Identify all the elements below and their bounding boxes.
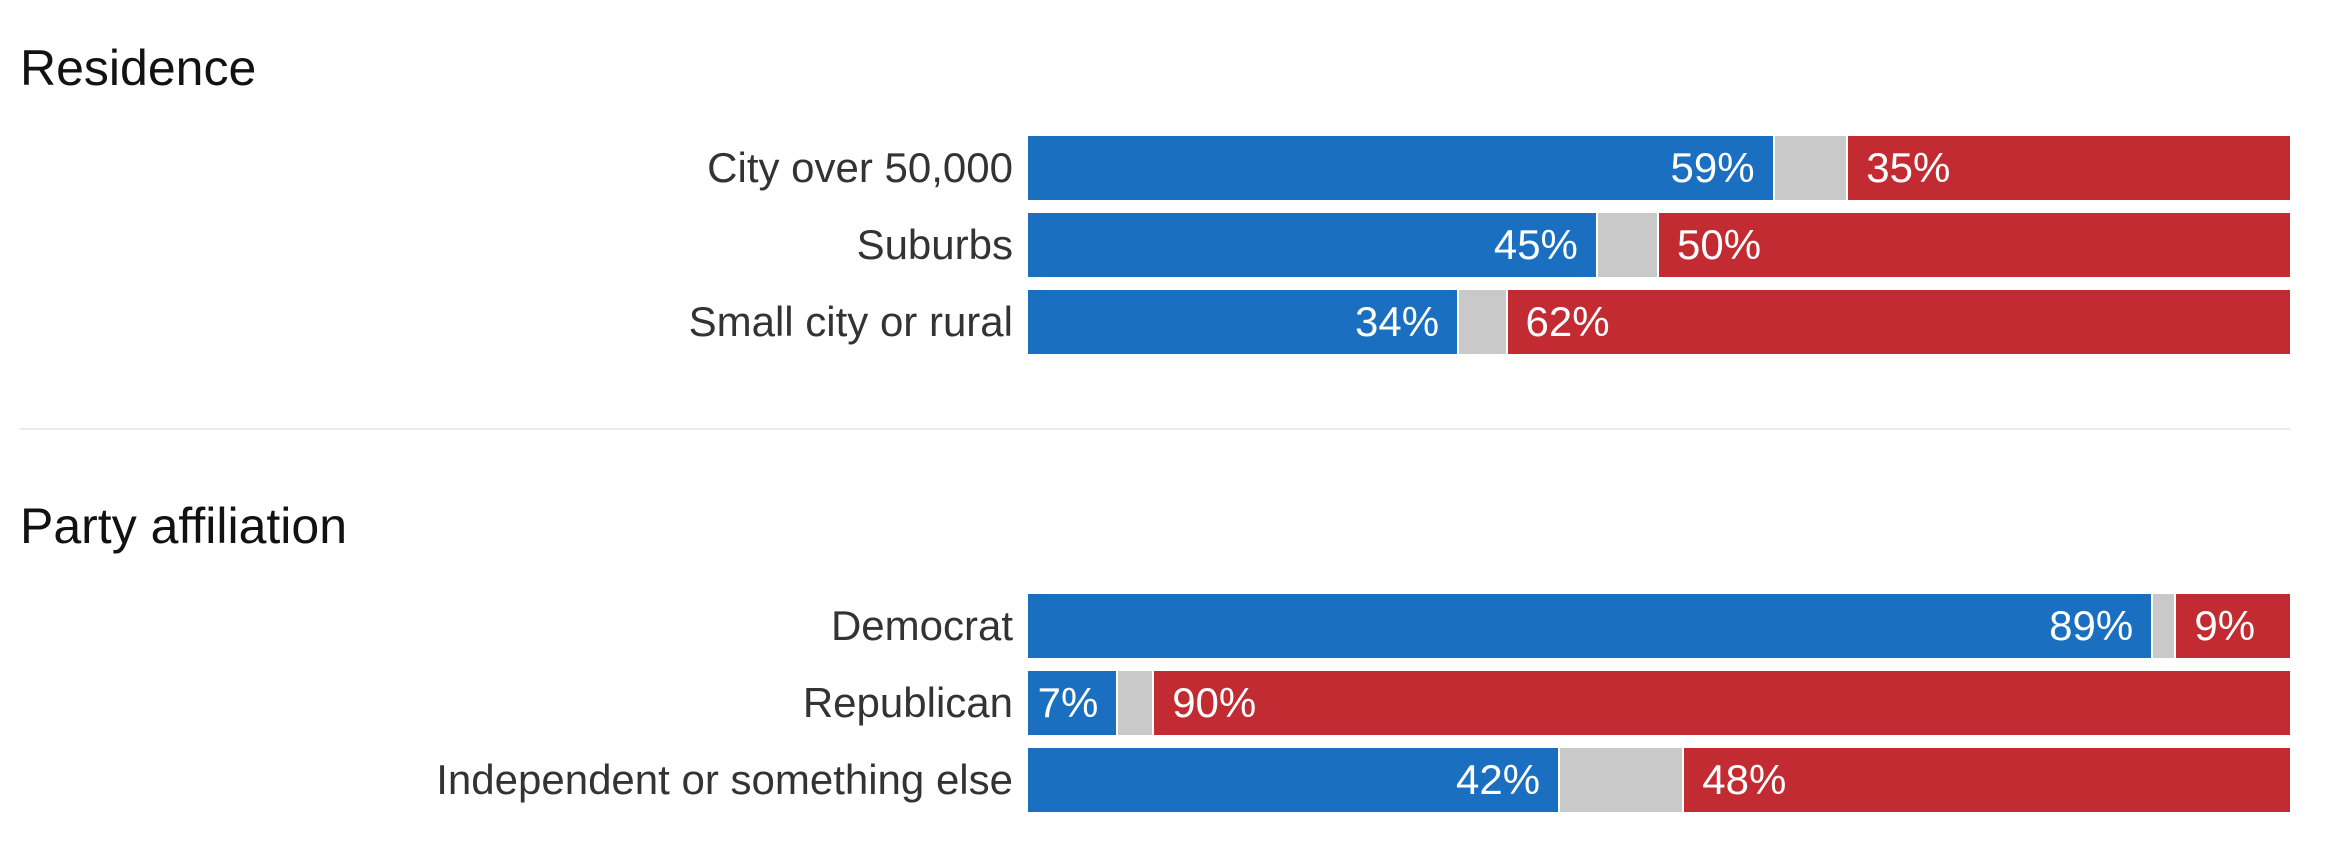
republican-value-label: 9%: [2194, 602, 2256, 649]
republican-segment: [1848, 136, 2290, 200]
category-label: Republican: [802, 679, 1013, 726]
democrat-value-label: 45%: [1493, 221, 1578, 268]
republican-segment: [1684, 748, 2290, 812]
democrat-segment: [1028, 136, 1773, 200]
republican-segment: [1659, 213, 2290, 277]
other-segment: [1595, 213, 1659, 277]
democrat-segment: [1028, 748, 1559, 812]
republican-segment: [2176, 594, 2290, 658]
bar-row: Independent or something else 42% 48%: [20, 748, 2290, 812]
section-title: Party affiliation: [20, 498, 348, 554]
democrat-value-label: 42%: [1455, 756, 1541, 803]
stacked-bar: 34% 62%: [1028, 290, 2290, 354]
other-segment: [1116, 671, 1155, 735]
republican-value-label: 62%: [1525, 298, 1610, 345]
democrat-value-label: 34%: [1355, 298, 1440, 345]
category-label: Democrat: [830, 602, 1013, 649]
bar-row: City over 50,000 59% 35%: [20, 136, 2290, 200]
other-segment: [1558, 748, 1685, 812]
stacked-bar: 42% 48%: [1028, 748, 2290, 812]
stacked-bar: 59% 35%: [1028, 136, 2290, 200]
residence-section: Residence City over 50,000 59% 35% Suburbs 4…: [20, 38, 2290, 368]
republican-segment: [1507, 290, 2290, 354]
bar-row: Small city or rural 34% 62%: [20, 290, 2290, 354]
democrat-segment: [1028, 594, 2152, 658]
republican-segment: [1154, 671, 2290, 735]
stacked-bar: 89% 9%: [1028, 594, 2290, 658]
bar-row: Democrat 89% 9%: [20, 594, 2290, 658]
other-segment: [2151, 594, 2177, 658]
democrat-segment: [1028, 290, 1458, 354]
category-label: City over 50,000: [707, 144, 1013, 191]
party-affiliation-section: Party affiliation Democrat 89% 9% Republica…: [20, 496, 2290, 826]
bar-row: Suburbs 45% 50%: [20, 213, 2290, 277]
republican-value-label: 48%: [1702, 756, 1787, 803]
democrat-value-label: 59%: [1670, 144, 1755, 191]
democrat-segment: [1028, 671, 1117, 735]
category-label: Independent or something else: [436, 756, 1013, 803]
stacked-bar: 7% 90%: [1028, 671, 2290, 735]
category-label: Small city or rural: [688, 298, 1013, 345]
democrat-segment: [1028, 213, 1596, 277]
republican-value-label: 35%: [1866, 144, 1951, 191]
section-divider: [20, 428, 2290, 430]
republican-value-label: 90%: [1172, 679, 1257, 726]
other-segment: [1772, 136, 1849, 200]
republican-value-label: 50%: [1677, 221, 1762, 268]
other-segment: [1457, 290, 1508, 354]
democrat-value-label: 7%: [1037, 679, 1099, 726]
section-title: Residence: [20, 40, 257, 96]
democrat-value-label: 89%: [2049, 602, 2134, 649]
category-label: Suburbs: [856, 221, 1013, 268]
stacked-bar: 45% 50%: [1028, 213, 2290, 277]
bar-row: Republican 7% 90%: [20, 671, 2290, 735]
